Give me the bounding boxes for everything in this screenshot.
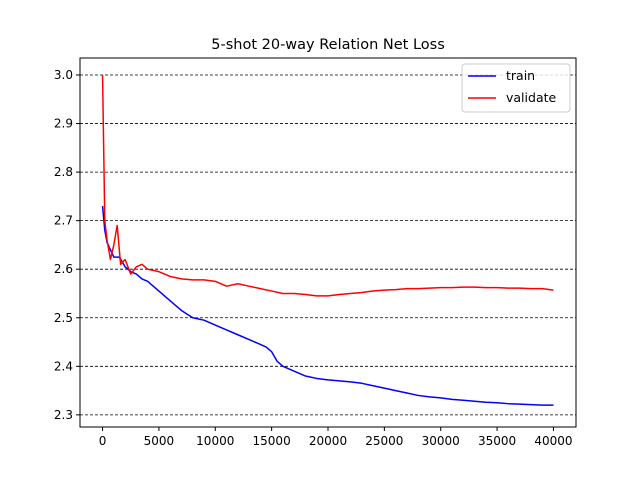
y-tick-label: 2.8 bbox=[54, 165, 73, 179]
y-tick-label: 2.4 bbox=[54, 359, 73, 373]
x-tick-label: 35000 bbox=[478, 434, 516, 448]
y-tick-label: 2.3 bbox=[54, 408, 73, 422]
gridlines bbox=[80, 74, 576, 416]
y-tick-label: 2.9 bbox=[54, 117, 73, 131]
x-tick-label: 30000 bbox=[422, 434, 460, 448]
chart-title: 5-shot 20-way Relation Net Loss bbox=[211, 37, 445, 53]
x-axis-ticks: 0 5000 10000 15000 20000 25000 30000 35000 40000 bbox=[99, 427, 573, 448]
x-tick-label: 40000 bbox=[534, 434, 572, 448]
series-line-train bbox=[101, 206, 554, 406]
x-tick-label: 25000 bbox=[365, 434, 403, 448]
legend-label-train: train bbox=[506, 68, 535, 83]
x-tick-label: 10000 bbox=[196, 434, 234, 448]
x-tick-label: 20000 bbox=[309, 434, 347, 448]
y-tick-label: 2.5 bbox=[54, 311, 73, 325]
plot-background bbox=[80, 58, 576, 427]
y-tick-label: 3.0 bbox=[54, 68, 73, 82]
y-tick-label: 2.6 bbox=[54, 262, 73, 276]
legend: train validate bbox=[461, 63, 571, 113]
y-axis-ticks: 2.3 2.4 2.5 2.6 2.7 2.8 2.9 3.0 bbox=[54, 68, 80, 422]
series-layer bbox=[101, 74, 554, 406]
y-tick-label: 2.7 bbox=[54, 214, 73, 228]
x-tick-label: 0 bbox=[99, 434, 107, 448]
series-line-validate bbox=[101, 74, 554, 297]
x-tick-label: 5000 bbox=[144, 434, 175, 448]
legend-label-validate: validate bbox=[506, 90, 556, 105]
x-tick-label: 15000 bbox=[253, 434, 291, 448]
